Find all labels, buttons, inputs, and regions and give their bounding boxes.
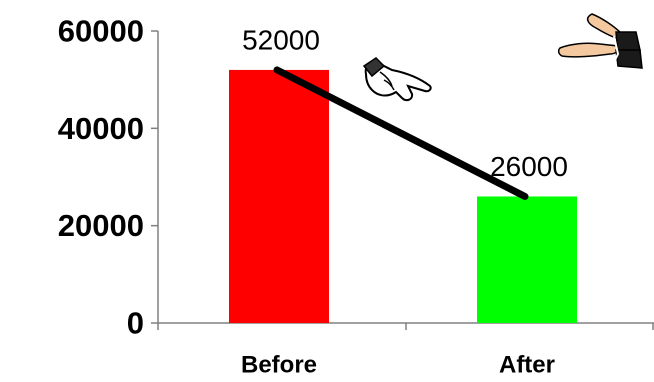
y-tick-label: 0 — [127, 306, 144, 341]
y-tick-label: 20000 — [58, 208, 144, 243]
y-tick-label: 40000 — [58, 111, 144, 146]
bars — [229, 69, 577, 323]
data-labels: 52000 26000 — [242, 24, 568, 182]
data-label: 26000 — [490, 151, 568, 182]
pointing-hand-icon — [362, 57, 432, 102]
y-tick-label: 60000 — [58, 14, 144, 49]
bar-after — [477, 196, 577, 323]
y-ticks: 0 20000 40000 60000 — [58, 14, 158, 341]
data-label: 52000 — [242, 24, 320, 55]
category-labels: Before After — [241, 352, 555, 379]
category-label: After — [499, 352, 555, 379]
clapping-hands-icon — [557, 13, 643, 69]
bar-before — [229, 69, 329, 323]
category-label: Before — [241, 352, 317, 379]
trend-line — [273, 66, 529, 200]
